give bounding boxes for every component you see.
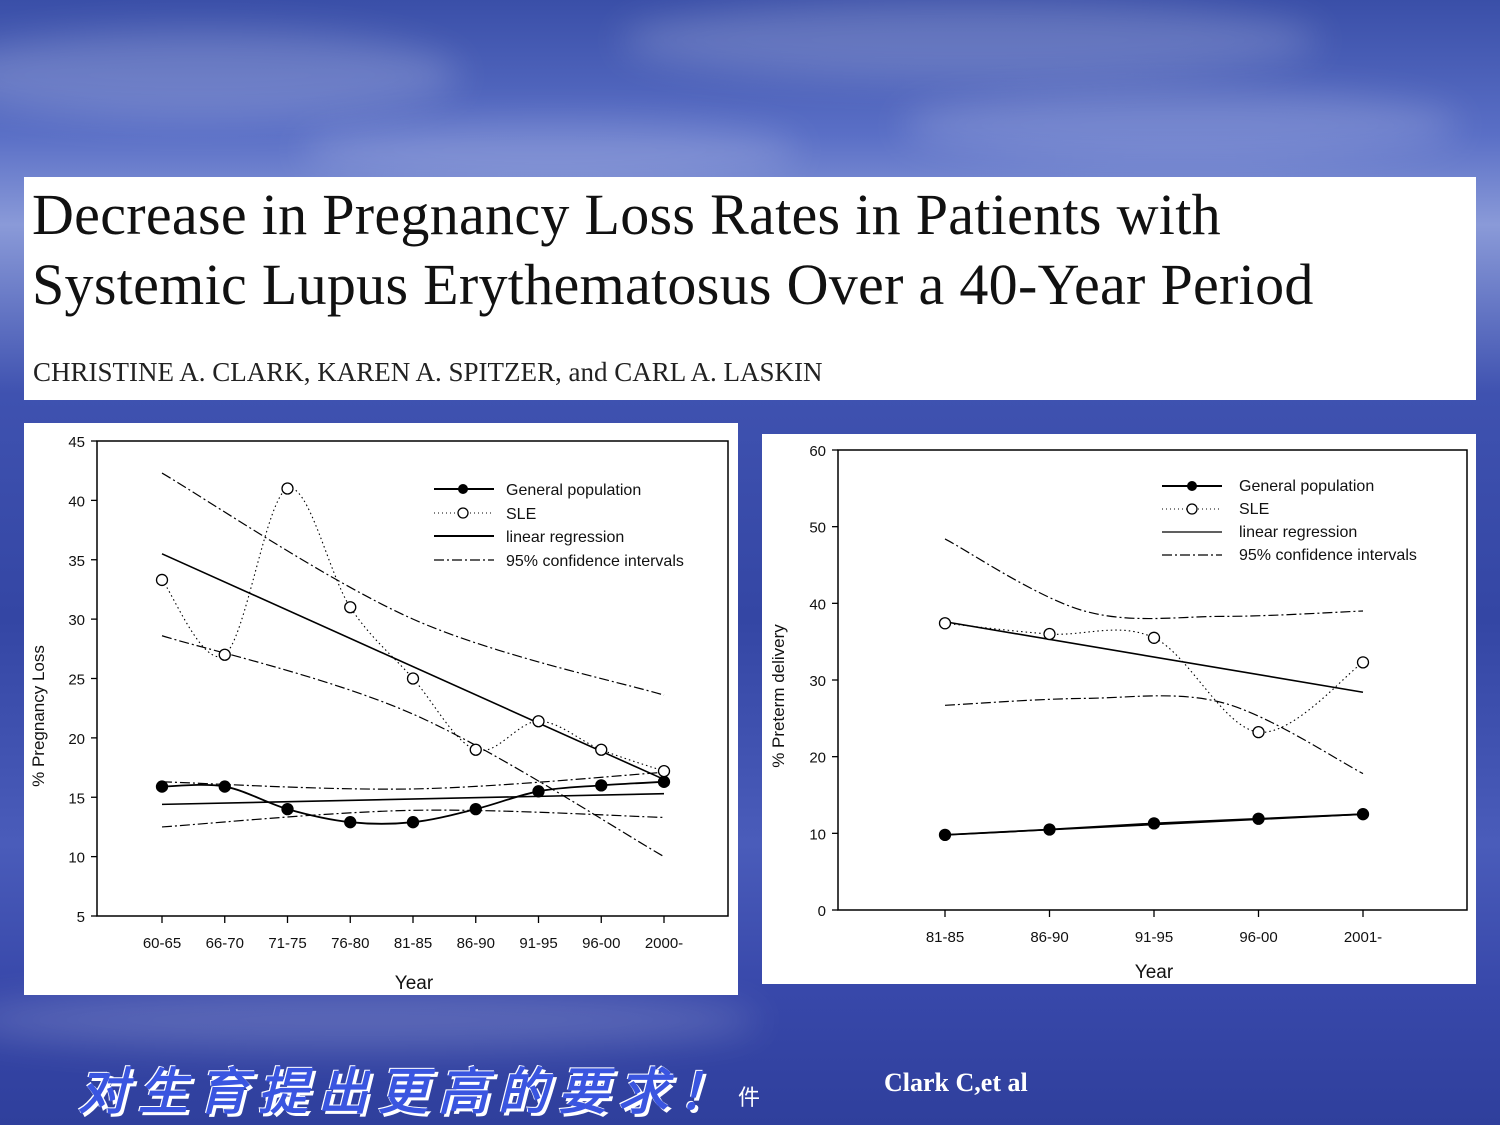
y-tick-label: 40: [809, 596, 826, 613]
legend-sle: SLE: [506, 506, 536, 523]
x-tick-label: 96-00: [1239, 929, 1277, 946]
sle-point: [657, 764, 671, 778]
x-tick-label: 2000-: [645, 935, 683, 952]
sle-point: [1043, 627, 1056, 641]
y-tick-label: 15: [68, 790, 85, 807]
paper-authors: CHRISTINE A. CLARK, KAREN A. SPITZER, an…: [33, 357, 823, 387]
general-population-point: [1252, 812, 1265, 825]
title-box: Decrease in Pregnancy Loss Rates in Pati…: [24, 177, 1476, 400]
y-tick-label: 10: [68, 850, 85, 867]
legend-regression: linear regression: [506, 529, 624, 546]
general-population-point: [281, 802, 294, 816]
pregnancy-loss-chart-panel: % Pregnancy Loss Year General population…: [24, 423, 738, 995]
y-tick-label: 5: [77, 909, 85, 926]
sle-ci-upper: [161, 472, 665, 696]
y-tick-label: 60: [809, 443, 826, 460]
x-tick-label: 81-85: [926, 929, 964, 946]
general-population-point: [1147, 817, 1161, 830]
pregnancy-loss-chart: % Pregnancy Loss Year General population…: [29, 434, 729, 994]
y-axis-label: % Preterm delivery: [769, 624, 788, 768]
x-tick-label: 66-70: [206, 935, 244, 952]
y-tick-label: 25: [68, 672, 85, 689]
sle-point: [406, 672, 420, 685]
legend-general: General population: [1239, 478, 1374, 495]
general-population-point: [595, 779, 608, 792]
cloud-decoration: [300, 120, 800, 180]
plot-frame: [837, 449, 1468, 911]
plot-area: 0 10 20 30 40 50 60 81-85 86-90 91-95 96-00 2001-: [809, 443, 1468, 946]
sle-point: [532, 715, 545, 728]
legend-general: General population: [506, 482, 641, 499]
x-tick-label: 81-85: [394, 935, 432, 952]
footer-citation: Clark C,et al: [884, 1068, 1028, 1097]
general-population-point: [344, 816, 357, 829]
preterm-delivery-chart: % Preterm delivery Year General populati…: [769, 443, 1468, 983]
sle-point: [218, 648, 231, 661]
footer-mid-text: 件: [738, 1086, 761, 1111]
sle-point: [938, 617, 952, 630]
y-tick-label: 20: [68, 731, 85, 748]
x-tick-label: 76-80: [331, 935, 369, 952]
sle-series-line: [161, 487, 665, 772]
sle-point: [469, 743, 482, 756]
sle-regression-line: [161, 553, 665, 781]
y-tick-label: 40: [68, 493, 85, 510]
legend-sle: SLE: [1239, 501, 1269, 518]
y-tick-label: 30: [68, 612, 85, 629]
legend: General population SLE linear regression…: [1162, 478, 1417, 564]
sle-point: [281, 482, 294, 495]
y-tick-label: 50: [809, 520, 826, 537]
general-population-point: [1356, 808, 1370, 821]
paper-title-line1: Decrease in Pregnancy Loss Rates in Pati…: [32, 182, 1221, 247]
x-tick-label: 96-00: [582, 935, 620, 952]
cloud-decoration: [0, 990, 760, 1050]
sle-point: [1147, 631, 1161, 644]
general-population-point: [155, 780, 169, 793]
y-tick-label: 30: [809, 673, 826, 690]
x-axis-label: Year: [1135, 962, 1174, 983]
y-tick-label: 10: [809, 826, 826, 843]
sle-point: [595, 743, 608, 756]
paper-title-line2: Systemic Lupus Erythematosus Over a 40-Y…: [32, 252, 1314, 317]
footer-chinese-caption: 对生育提出更高的要求！: [78, 1063, 738, 1121]
cloud-decoration: [620, 0, 1320, 80]
sle-point: [1356, 656, 1370, 669]
x-axis-label: Year: [395, 973, 434, 994]
sle-point: [344, 601, 357, 614]
x-tick-label: 71-75: [268, 935, 306, 952]
general-population-point: [469, 802, 482, 816]
sle-point: [155, 573, 169, 587]
legend-ci: 95% confidence intervals: [506, 553, 684, 570]
general-population-point: [406, 816, 420, 829]
general-population-point: [938, 828, 952, 842]
legend: General population SLE linear regression…: [434, 482, 684, 570]
y-tick-label: 0: [818, 903, 826, 920]
x-tick-label: 91-95: [519, 935, 557, 952]
y-tick-label: 45: [68, 434, 85, 451]
sle-ci-upper: [944, 538, 1364, 620]
legend-ci: 95% confidence intervals: [1239, 547, 1417, 564]
sle-ci-lower: [944, 695, 1364, 775]
general-population-point: [1043, 823, 1056, 836]
sle-point: [1252, 725, 1265, 739]
x-tick-label: 60-65: [143, 935, 181, 952]
x-tick-label: 86-90: [1030, 929, 1068, 946]
cloud-decoration: [0, 30, 460, 120]
cloud-decoration: [900, 90, 1460, 160]
sle-regression-line: [944, 620, 1364, 694]
y-axis-label: % Pregnancy Loss: [29, 645, 48, 787]
x-tick-label: 86-90: [457, 935, 495, 952]
x-tick-label: 91-95: [1135, 929, 1173, 946]
general-regression-line: [161, 792, 665, 806]
general-population-point: [657, 775, 671, 788]
general-ci-lower: [161, 809, 665, 828]
y-tick-label: 35: [68, 553, 85, 570]
legend-regression: linear regression: [1239, 524, 1357, 541]
y-tick-label: 20: [809, 750, 826, 767]
plot-area: 5 10 15 20 25 30 35 40 45 60-65 66-70 71-75 76-80 81-…: [68, 434, 729, 952]
general-population-point: [218, 780, 231, 793]
general-population-point: [532, 785, 545, 798]
x-tick-label: 2001-: [1344, 929, 1382, 946]
preterm-delivery-chart-panel: % Preterm delivery Year General populati…: [762, 434, 1476, 984]
